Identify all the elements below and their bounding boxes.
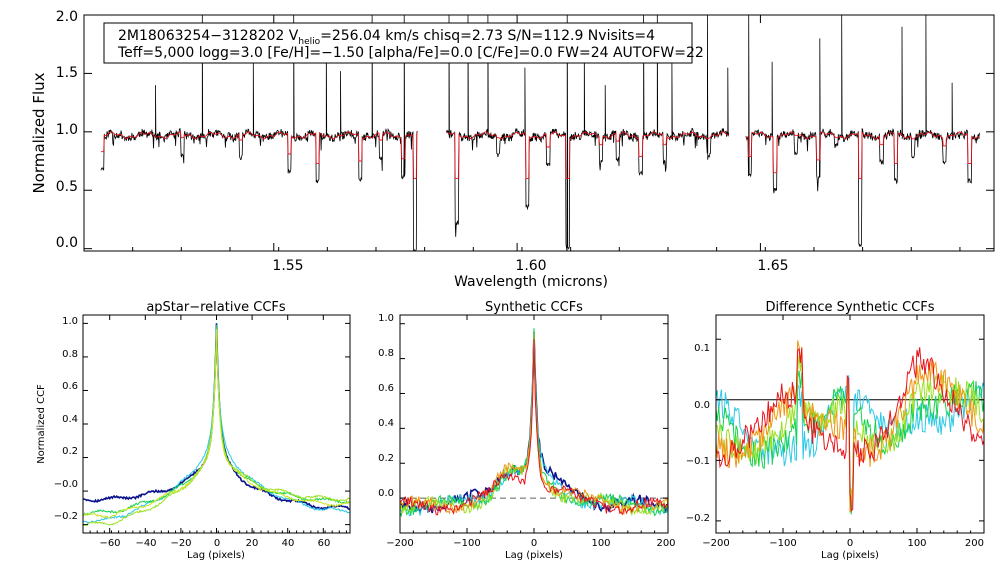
info-vhelio-sub: helio	[298, 37, 320, 47]
difference-xtick-label: −200	[702, 538, 729, 549]
spectrum-ytick-label: 1.0	[56, 122, 78, 138]
synthetic-xtick-label: 100	[591, 538, 610, 549]
apstar-ccf-ticks	[82, 315, 350, 533]
spectrum-xtick-label: 1.65	[757, 258, 788, 274]
synthetic-ytick-label: 1.0	[378, 313, 394, 324]
apstar-ytick-label: −0.0	[54, 479, 78, 490]
apstar-ccf-line-1	[82, 326, 351, 524]
difference-ccf-title: Difference Synthetic CCFs	[765, 300, 934, 315]
difference-ccf-line-4	[715, 347, 985, 512]
apstar-ccf-line-2	[82, 324, 351, 516]
difference-ytick-label: 0.0	[694, 400, 710, 411]
spectrum-ytick-label: 0.0	[56, 235, 78, 251]
synthetic-ytick-label: 0.6	[378, 383, 394, 394]
synthetic-xtick-label: 0	[531, 538, 537, 549]
apstar-ccf-panel: apStar−relative CCFs −0.2 −0.0 0.2 0.4 0…	[36, 300, 351, 561]
synthetic-ytick-label: 0.8	[378, 348, 394, 359]
model-spectrum-line	[745, 131, 980, 180]
synthetic-ccf-line-5	[399, 339, 669, 516]
apstar-xtick-label: −40	[135, 538, 156, 549]
apstar-ccf-line-0	[83, 323, 351, 511]
info-box-frame	[103, 22, 693, 64]
apstar-ylabel: Normalized CCF	[36, 384, 47, 464]
spectrum-ytick-label: 0.5	[56, 179, 78, 195]
apstar-xtick-label: −60	[99, 538, 120, 549]
difference-ytick-label: 0.1	[694, 343, 710, 354]
apstar-ytick-label: 0.6	[62, 381, 78, 392]
observed-spectrum-line	[100, 14, 418, 252]
spectrum-ylabel: Normalized Flux	[30, 72, 48, 193]
synthetic-xlabel: Lag (pixels)	[505, 550, 563, 561]
difference-ccf-series	[715, 340, 985, 515]
synthetic-ccf-line-4	[399, 337, 669, 515]
difference-xtick-label: 0	[847, 538, 853, 549]
info-box: 2M18063254−3128202 Vhelio=256.04 km/s ch…	[103, 22, 704, 64]
spectrum-xtick-label: 1.55	[272, 258, 303, 274]
apstar-xtick-label: −20	[170, 538, 191, 549]
difference-ytick-label: −0.1	[686, 456, 710, 467]
apstar-ccf-line-4	[82, 328, 351, 519]
apstar-ytick-label: 0.2	[62, 446, 78, 457]
synthetic-ccf-ticks	[399, 315, 669, 533]
synthetic-ccf-line-1	[399, 328, 669, 517]
synthetic-ccf-title: Synthetic CCFs	[485, 300, 583, 315]
synthetic-ytick-label: 0.0	[378, 488, 394, 499]
apstar-xtick-label: 20	[246, 538, 259, 549]
apstar-ccf-series	[82, 323, 351, 527]
observed-spectrum-line	[745, 14, 980, 248]
apstar-ytick-label: 0.8	[62, 349, 78, 360]
model-spectrum-line	[101, 131, 418, 180]
synthetic-xtick-label: −100	[453, 538, 480, 549]
apstar-xtick-label: 60	[318, 538, 331, 549]
difference-ccf-panel: Difference Synthetic CCFs −0.2 −0.1 0.0 …	[686, 300, 985, 561]
model-spectrum-line	[446, 131, 729, 180]
apstar-ccf-title: apStar−relative CCFs	[146, 300, 286, 315]
info-fit-stats: =256.04 km/s chisq=2.73 S/N=112.9 Nvisit…	[320, 28, 655, 44]
synthetic-ytick-label: 0.2	[378, 453, 394, 464]
spectrum-ytick-label: 2.0	[56, 9, 78, 25]
info-star-id: 2M18063254−3128202 V	[118, 28, 299, 44]
difference-ccf-ticks	[715, 315, 985, 533]
spectrum-ytick-label: 1.5	[56, 65, 78, 81]
apstar-xlabel: Lag (pixels)	[187, 550, 245, 561]
difference-xtick-label: 200	[965, 538, 984, 549]
difference-ccf-line-3	[715, 340, 985, 513]
synthetic-xtick-label: 200	[656, 538, 675, 549]
difference-ytick-label: −0.2	[686, 513, 710, 524]
spectrum-plot-frame	[83, 14, 995, 252]
difference-xtick-label: −100	[769, 538, 796, 549]
info-line-1: 2M18063254−3128202 Vhelio=256.04 km/s ch…	[118, 28, 655, 47]
spectrum-xtick-label: 1.60	[515, 258, 546, 274]
apstar-xtick-label: 0	[214, 538, 220, 549]
spectrum-series	[100, 14, 980, 252]
difference-xtick-label: 100	[907, 538, 926, 549]
synthetic-ccf-panel: Synthetic CCFs 0.0 0.2 0.4 0.6 0.8 1.0 −…	[378, 300, 675, 561]
spectrum-panel: 0.0 0.5 1.0 1.5 2.0 1.55 1.60 1.65 Wavel…	[30, 9, 995, 290]
apstar-ytick-label: −0.2	[54, 511, 78, 522]
synthetic-ccf-series	[399, 328, 669, 518]
apstar-xtick-label: 40	[282, 538, 295, 549]
spectrum-xlabel: Wavelength (microns)	[454, 274, 608, 290]
synthetic-ccf-line-2	[399, 328, 669, 518]
info-line-2: Teff=5,000 logg=3.0 [Fe/H]=−1.50 [alpha/…	[117, 45, 704, 61]
apstar-ccf-line-3	[82, 330, 351, 527]
spectrum-axis-ticks	[83, 14, 994, 251]
synthetic-xtick-label: −200	[386, 538, 413, 549]
apstar-ytick-label: 1.0	[62, 316, 78, 327]
synthetic-ccf-line-3	[399, 332, 669, 517]
difference-xlabel: Lag (pixels)	[821, 550, 879, 561]
apstar-ytick-label: 0.4	[62, 414, 78, 425]
synthetic-ytick-label: 0.4	[378, 418, 394, 429]
